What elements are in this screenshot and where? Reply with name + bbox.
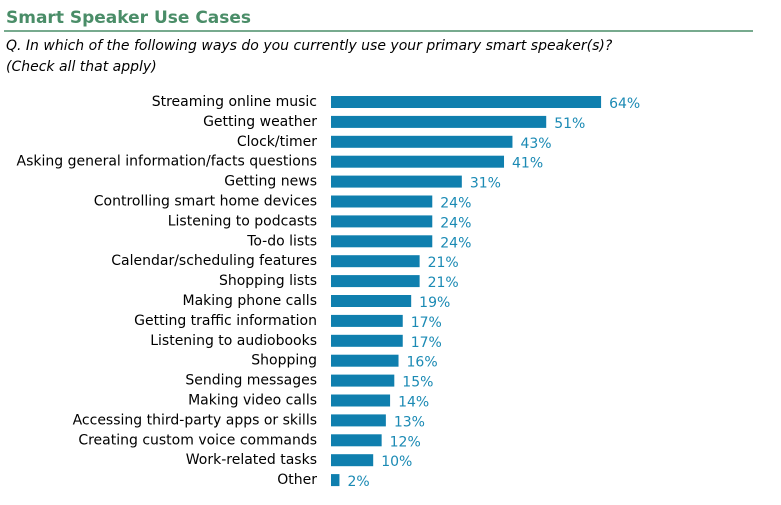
value-label: 64% [609, 96, 640, 112]
value-label: 31% [470, 176, 501, 192]
bar [331, 334, 403, 347]
subtitle: (Check all that apply) [6, 59, 157, 75]
value-label: 51% [554, 116, 585, 132]
value-label: 19% [419, 295, 450, 311]
bar [331, 115, 547, 128]
category-label: Making phone calls [183, 293, 317, 309]
category-label: Listening to audiobooks [150, 333, 317, 349]
bar [331, 454, 374, 467]
value-label: 21% [428, 275, 459, 291]
value-label: 24% [440, 235, 471, 251]
category-label: Streaming online music [152, 94, 317, 110]
value-label: 13% [394, 414, 425, 430]
bar [331, 374, 395, 387]
category-label: Shopping [251, 353, 317, 369]
value-label: 17% [411, 335, 442, 351]
value-label: 24% [440, 215, 471, 231]
value-label: 14% [398, 395, 429, 411]
category-label: To-do lists [246, 233, 317, 249]
category-label: Making video calls [188, 393, 317, 409]
category-label: Asking general information/facts questio… [17, 154, 317, 170]
bar [331, 394, 391, 407]
bar [331, 295, 412, 307]
bar [331, 434, 382, 447]
value-label: 41% [512, 156, 543, 172]
category-label: Shopping lists [219, 273, 317, 289]
bar [331, 195, 433, 208]
category-label: Clock/timer [237, 134, 317, 150]
chart-title: Smart Speaker Use Cases [6, 8, 251, 28]
bar [331, 96, 602, 108]
bar [331, 354, 399, 367]
value-label: 43% [520, 136, 551, 152]
category-label: Controlling smart home devices [94, 194, 317, 210]
value-label: 12% [390, 434, 421, 450]
bar [331, 414, 386, 427]
value-label: 17% [411, 315, 442, 331]
bar [331, 474, 340, 487]
subtitle: Q. In which of the following ways do you… [6, 38, 613, 54]
bar [331, 275, 420, 288]
bar [331, 255, 420, 268]
category-label: Sending messages [185, 373, 317, 389]
category-label: Getting weather [203, 114, 317, 130]
bar [331, 135, 513, 148]
bar [331, 155, 505, 168]
bar [331, 215, 433, 228]
category-label: Other [277, 472, 317, 488]
category-label: Work-related tasks [186, 452, 317, 468]
value-label: 24% [440, 196, 471, 212]
category-label: Creating custom voice commands [78, 432, 317, 448]
value-label: 2% [347, 474, 369, 490]
category-label: Getting traffic information [134, 313, 317, 329]
value-label: 21% [428, 255, 459, 271]
value-label: 15% [402, 375, 433, 391]
value-label: 10% [381, 454, 412, 470]
value-label: 16% [407, 355, 438, 371]
category-label: Calendar/scheduling features [111, 253, 317, 269]
category-label: Getting news [224, 174, 317, 190]
bar [331, 175, 462, 188]
category-label: Listening to podcasts [168, 213, 317, 229]
bar [331, 235, 433, 248]
bar [331, 314, 403, 327]
category-label: Accessing third-party apps or skills [73, 412, 317, 428]
